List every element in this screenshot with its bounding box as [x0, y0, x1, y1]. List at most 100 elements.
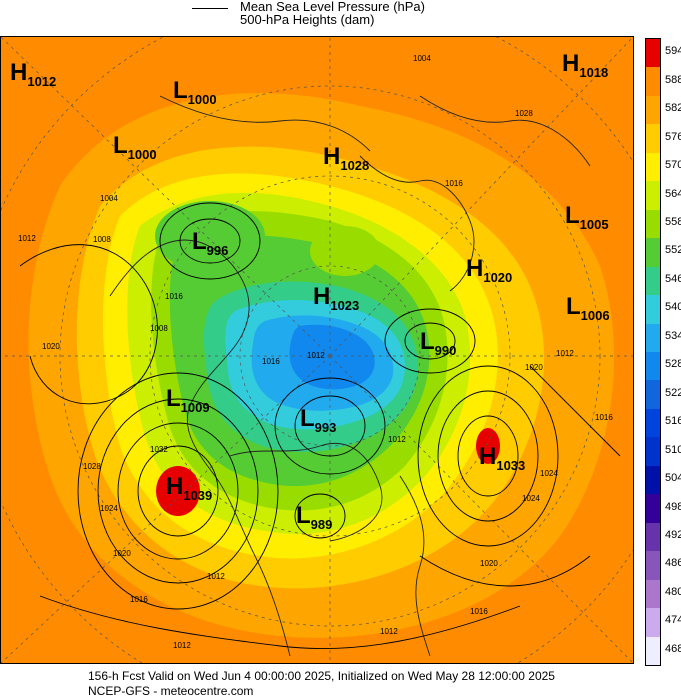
- low-pressure-center: L989: [296, 502, 332, 532]
- high-pressure-center: H1033: [479, 443, 525, 473]
- isobar-labels: 1004 1012 1008 1004 1016 1020 1008 1016 …: [18, 54, 613, 650]
- isobar-label: 1016: [445, 179, 463, 188]
- isobar-label: 1028: [515, 109, 533, 118]
- scale-swatch: [646, 95, 660, 125]
- isobar-label: 1020: [113, 549, 131, 558]
- high-pressure-center: H1039: [166, 473, 212, 503]
- low-pressure-center: L993: [300, 405, 336, 435]
- coastlines: [109, 95, 591, 657]
- high-pressure-center: H1018: [562, 50, 608, 80]
- isobar-label: 1024: [522, 494, 540, 503]
- map-frame: [0, 36, 634, 664]
- scale-label: 564: [665, 187, 681, 200]
- isobar-label: 1004: [100, 194, 118, 203]
- scale-label: 582: [665, 102, 681, 115]
- isobar-label: 1012: [380, 627, 398, 636]
- scale-label: 498: [665, 500, 681, 513]
- forecast-valid-time: 156-h Fcst Valid on Wed Jun 4 00:00:00 2…: [88, 669, 555, 683]
- isobar-label: 1032: [150, 445, 168, 454]
- isobar-label: 1008: [150, 324, 168, 333]
- isobar-label: 1012: [18, 234, 36, 243]
- low-pressure-center: L996: [192, 228, 228, 258]
- scale-swatch: [646, 465, 660, 495]
- isobar-label: 1012: [388, 435, 406, 444]
- scale-swatch: [646, 323, 660, 352]
- scale-label: 534: [665, 329, 681, 342]
- scale-swatch: [646, 238, 660, 267]
- scale-swatch: [646, 551, 660, 580]
- low-pressure-center: L1000: [173, 77, 217, 107]
- isobar-label: 1004: [413, 54, 431, 63]
- height-color-scale: [645, 38, 661, 666]
- low-pressure-center: L1005: [565, 202, 609, 232]
- scale-swatch: [646, 608, 660, 637]
- isobar-label: 1020: [525, 363, 543, 372]
- scale-swatch: [646, 579, 660, 609]
- field-594-east-high: [476, 428, 500, 464]
- isobar-label: 1016: [165, 292, 183, 301]
- high-pressure-center: H1023: [313, 283, 359, 313]
- scale-swatch: [646, 152, 660, 182]
- scale-label: 540: [665, 301, 681, 314]
- isobar-label: 1024: [100, 504, 118, 513]
- scale-swatch: [646, 380, 660, 409]
- scale-label: 516: [665, 415, 681, 428]
- scale-swatch: [646, 522, 660, 552]
- field-528: [289, 324, 375, 390]
- scale-label: 522: [665, 386, 681, 399]
- scale-label: 474: [665, 614, 681, 627]
- scale-label: 492: [665, 528, 681, 541]
- scale-label: 552: [665, 244, 681, 257]
- isobar-label: 1016: [595, 413, 613, 422]
- scale-label: 480: [665, 585, 681, 598]
- isobar-label: 1016: [262, 357, 280, 366]
- scale-swatch: [646, 295, 660, 324]
- isobar-label: 1020: [480, 559, 498, 568]
- isobar-label: 1020: [42, 342, 60, 351]
- scale-label: 588: [665, 73, 681, 86]
- high-pressure-center: H1028: [323, 143, 369, 173]
- isobar-label: 1016: [130, 595, 148, 604]
- scale-label: 546: [665, 272, 681, 285]
- scale-swatch: [646, 352, 660, 381]
- scale-label: 576: [665, 130, 681, 143]
- scale-label: 570: [665, 159, 681, 172]
- isobar-label: 1012: [556, 349, 574, 358]
- legend-line-sample: [192, 8, 228, 9]
- scale-label: 528: [665, 358, 681, 371]
- scale-swatch: [646, 437, 660, 466]
- isobar-label: 1012: [307, 351, 325, 360]
- isobar-label: 1008: [93, 235, 111, 244]
- scale-swatch: [646, 209, 660, 239]
- isobar-label: 1028: [83, 462, 101, 471]
- scale-swatch: [646, 67, 660, 96]
- pressure-centers: H1012 L1000 L1000 H1028 H1018 L996 L1005…: [10, 50, 610, 532]
- scale-label: 558: [665, 215, 681, 228]
- scale-swatch: [646, 266, 660, 296]
- scale-label: 486: [665, 557, 681, 570]
- low-pressure-center: L1006: [566, 293, 610, 323]
- map-title-line2: 500-hPa Heights (dam): [240, 12, 375, 27]
- scale-swatch: [646, 636, 660, 665]
- scale-swatch: [646, 181, 660, 210]
- field-594-west-high: [156, 466, 200, 516]
- isobar-label: 1016: [470, 607, 488, 616]
- map-title-line1: Mean Sea Level Pressure (hPa): [240, 0, 425, 14]
- isobar-label: 1012: [173, 641, 191, 650]
- low-pressure-center: L1000: [113, 132, 157, 162]
- scale-label: 594: [665, 45, 681, 58]
- scale-swatch: [646, 39, 660, 68]
- scale-label: 510: [665, 443, 681, 456]
- isobar-label: 1012: [207, 572, 225, 581]
- weather-map[interactable]: 1004 1012 1008 1004 1016 1020 1008 1016 …: [0, 36, 634, 664]
- scale-label: 468: [665, 642, 681, 655]
- high-pressure-center: H1020: [466, 255, 512, 285]
- model-source-credit: NCEP-GFS - meteocentre.com: [88, 684, 254, 698]
- isobar-label: 1024: [540, 469, 558, 478]
- scale-swatch: [646, 408, 660, 438]
- scale-swatch: [646, 494, 660, 523]
- low-pressure-center: L990: [420, 328, 456, 358]
- high-pressure-center: H1012: [10, 59, 56, 89]
- field-pocket-nw: [155, 201, 265, 271]
- weather-map-svg: 1004 1012 1008 1004 1016 1020 1008 1016 …: [0, 36, 634, 664]
